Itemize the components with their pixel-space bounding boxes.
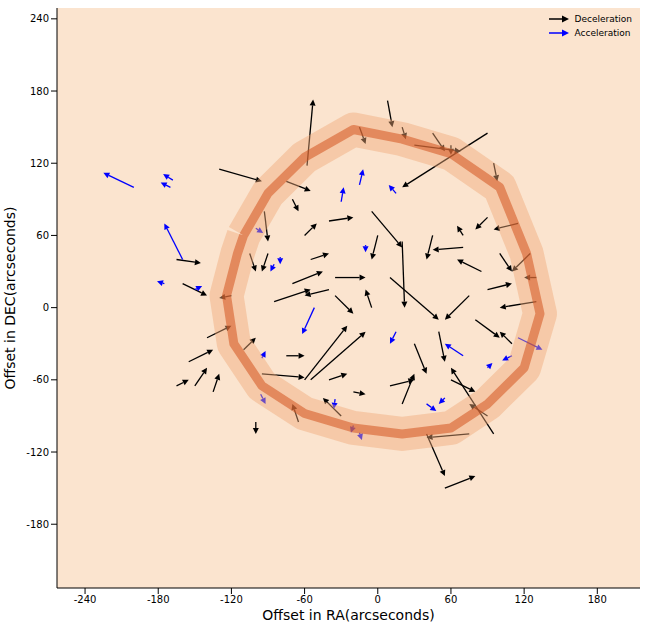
svg-text:Offset in DEC(arcseconds): Offset in DEC(arcseconds) — [2, 207, 18, 390]
svg-text:240: 240 — [30, 13, 49, 24]
html-text:Acceleration: Acceleration — [574, 28, 631, 38]
svg-text:120: 120 — [30, 158, 49, 169]
svg-text:0: 0 — [375, 594, 381, 605]
svg-text:-120: -120 — [26, 447, 49, 458]
html-text:Deceleration: Deceleration — [574, 14, 632, 24]
svg-text:-120: -120 — [220, 594, 243, 605]
svg-text:180: 180 — [30, 86, 49, 97]
svg-text:Offset in RA(arcseconds): Offset in RA(arcseconds) — [262, 607, 434, 623]
svg-text:0: 0 — [43, 302, 49, 313]
svg-text:120: 120 — [515, 594, 534, 605]
svg-text:180: 180 — [588, 594, 607, 605]
svg-text:-180: -180 — [26, 519, 49, 530]
svg-text:60: 60 — [445, 594, 458, 605]
svg-text:-60: -60 — [296, 594, 312, 605]
svg-text:60: 60 — [36, 230, 49, 241]
svg-text:-60: -60 — [33, 374, 49, 385]
svg-text:-240: -240 — [74, 594, 97, 605]
svg-text:-180: -180 — [147, 594, 170, 605]
